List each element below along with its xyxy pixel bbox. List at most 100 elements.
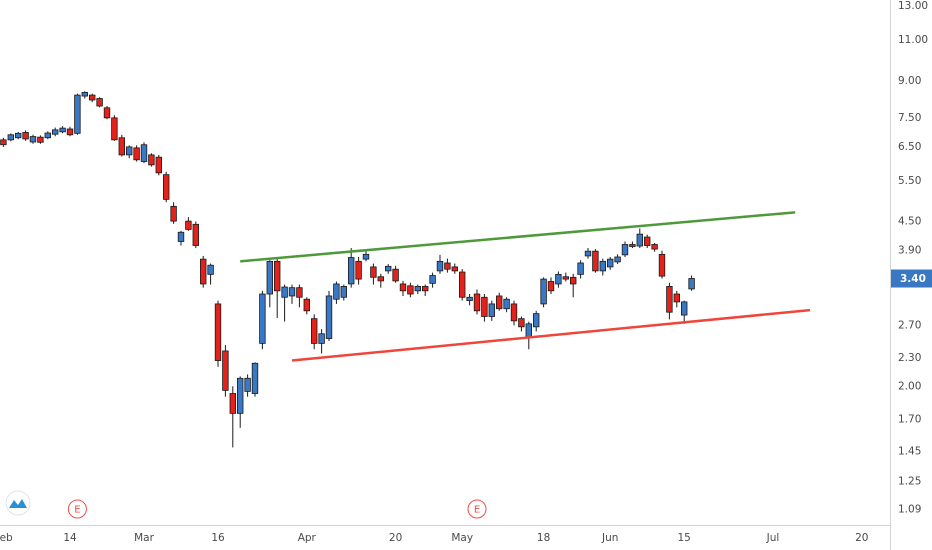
event-circle <box>67 499 87 519</box>
candle-body <box>644 236 651 246</box>
candle-body <box>148 154 155 166</box>
candle-body <box>377 276 384 282</box>
candle-body <box>59 127 66 133</box>
candle-body <box>473 293 481 312</box>
last-price-label: 3.40 <box>900 273 926 285</box>
candle-body <box>162 174 170 200</box>
candle-body <box>22 132 29 140</box>
logo-circle[interactable] <box>5 490 31 516</box>
candle-body <box>81 92 88 97</box>
y-tick-label: 13.00 <box>898 0 928 12</box>
candle-body <box>199 258 207 285</box>
y-tick-label: 2.00 <box>898 380 921 392</box>
candle-body <box>303 298 310 312</box>
candle-body <box>355 260 362 280</box>
candle-body <box>310 318 318 344</box>
candle-body <box>111 117 118 141</box>
x-tick-label: Apr <box>298 532 317 544</box>
candle-body <box>222 350 229 391</box>
candle-body <box>399 283 407 292</box>
candle-body <box>362 253 370 260</box>
x-tick-label: Feb <box>0 532 13 544</box>
x-tick-label: Jul <box>766 532 780 544</box>
candle-body <box>510 303 518 322</box>
last-price-badge <box>891 269 932 288</box>
candle-body <box>318 333 325 344</box>
candle-body <box>251 362 259 394</box>
candle-body <box>495 295 503 310</box>
earnings-event[interactable]: E <box>67 499 87 519</box>
x-tick-label: 14 <box>63 532 77 544</box>
candle-body <box>118 137 125 156</box>
candle-body <box>481 296 488 317</box>
candle-body <box>673 293 680 303</box>
y-tick-label: 3.90 <box>898 245 921 257</box>
candle-body <box>214 303 222 361</box>
y-tick-label: 1.70 <box>898 413 921 425</box>
candle-body <box>370 266 377 278</box>
x-tick-label: Mar <box>134 532 154 544</box>
candle-body <box>599 260 606 272</box>
earnings-event[interactable]: E <box>467 499 487 519</box>
candle-body <box>384 265 392 272</box>
candle-body <box>614 256 621 263</box>
candle-body <box>681 301 688 316</box>
x-tick-label: 20 <box>389 532 402 544</box>
candle-body <box>570 276 577 285</box>
candle-body <box>429 275 436 284</box>
candle-body <box>666 286 673 313</box>
candle-body <box>488 303 495 317</box>
candle-body <box>533 313 540 328</box>
candle-body <box>74 94 81 134</box>
candle-body <box>244 377 251 392</box>
candle-body <box>37 136 44 143</box>
event-label: E <box>474 505 480 516</box>
candle-body <box>407 285 414 295</box>
event-label: E <box>74 505 80 516</box>
candle-body <box>562 276 569 280</box>
candle-body <box>333 283 340 300</box>
candle-body <box>392 268 399 282</box>
y-tick-label: 1.09 <box>898 504 921 516</box>
y-tick-label: 1.25 <box>898 476 921 488</box>
candle-body <box>96 98 103 107</box>
logo[interactable] <box>5 490 31 516</box>
candle-body <box>325 295 333 339</box>
event-circle <box>467 499 487 519</box>
candle-body <box>444 262 451 270</box>
candle-body <box>629 244 636 247</box>
candle-body <box>636 233 643 247</box>
candle-body <box>126 146 133 156</box>
candle-body <box>207 264 214 275</box>
y-tick-label: 11.00 <box>898 34 928 46</box>
y-tick-label: 7.50 <box>898 112 921 124</box>
candle-body <box>555 273 562 285</box>
candle-body <box>259 293 266 344</box>
candle-body <box>236 377 244 414</box>
candle-body <box>503 298 510 310</box>
y-tick-label: 2.30 <box>898 352 921 364</box>
candle-body <box>577 262 584 275</box>
candle-body <box>658 253 666 277</box>
x-tick-label: Jun <box>601 532 618 544</box>
trend-line <box>291 308 811 362</box>
y-tick-label: 1.45 <box>898 446 921 458</box>
candle-body <box>52 129 59 135</box>
candle-body <box>584 250 592 257</box>
candle-body <box>185 220 192 230</box>
candle-body <box>29 136 37 143</box>
logo-icon[interactable] <box>9 499 27 508</box>
candle-body <box>44 132 51 139</box>
candle-body <box>525 323 532 338</box>
x-tick-label: May <box>451 532 473 544</box>
candle-body <box>547 281 555 292</box>
y-tick-label: 9.00 <box>898 75 921 87</box>
candle-body <box>155 156 162 174</box>
candle-body <box>266 260 273 295</box>
candle-body <box>458 271 466 298</box>
candle-body <box>651 244 658 250</box>
candle-body <box>688 278 695 290</box>
candle-body <box>89 94 96 101</box>
